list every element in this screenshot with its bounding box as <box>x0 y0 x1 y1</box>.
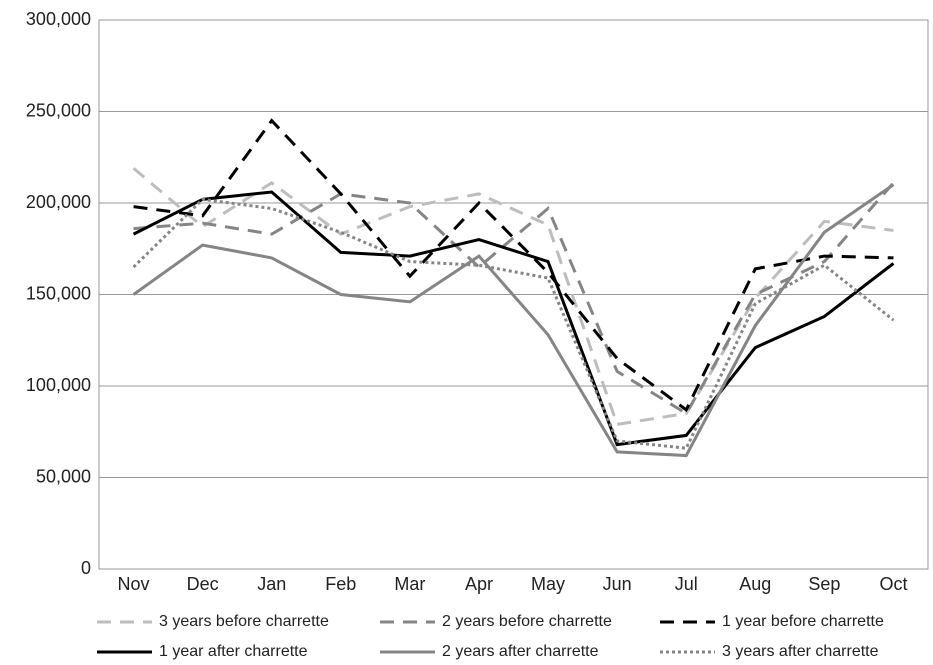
x-tick-label: Apr <box>465 574 493 594</box>
y-tick-label: 300,000 <box>26 9 91 29</box>
y-tick-label: 250,000 <box>26 100 91 120</box>
x-tick-label: May <box>531 574 565 594</box>
legend-label: 3 years after charrette <box>722 643 879 660</box>
y-tick-label: 200,000 <box>26 192 91 212</box>
series-line <box>132 197 895 450</box>
x-tick-label: Feb <box>325 574 356 594</box>
x-tick-label: Aug <box>739 574 771 594</box>
y-tick-label: 150,000 <box>26 283 91 303</box>
x-tick-label: Oct <box>879 574 907 594</box>
legend-label: 2 years after charrette <box>442 643 599 660</box>
series-line <box>132 183 895 458</box>
x-tick-label: Nov <box>118 574 150 594</box>
y-tick-label: 100,000 <box>26 375 91 395</box>
legend-label: 3 years before charrette <box>159 613 329 630</box>
x-tick-label: Jul <box>675 574 698 594</box>
series-line <box>132 190 895 447</box>
x-tick-label: Mar <box>394 574 425 594</box>
legend-label: 2 years before charrette <box>442 613 612 630</box>
y-tick-label: 0 <box>81 558 91 578</box>
x-tick-label: Jun <box>603 574 632 594</box>
series-line <box>132 167 894 427</box>
series-line <box>133 118 894 413</box>
legend-label: 1 year before charrette <box>722 613 884 630</box>
series-line <box>133 181 895 416</box>
y-tick-label: 50,000 <box>36 466 91 486</box>
x-tick-label: Jan <box>257 574 286 594</box>
x-tick-label: Sep <box>808 574 840 594</box>
x-tick-label: Dec <box>187 574 219 594</box>
legend-label: 1 year after charrette <box>159 643 308 660</box>
